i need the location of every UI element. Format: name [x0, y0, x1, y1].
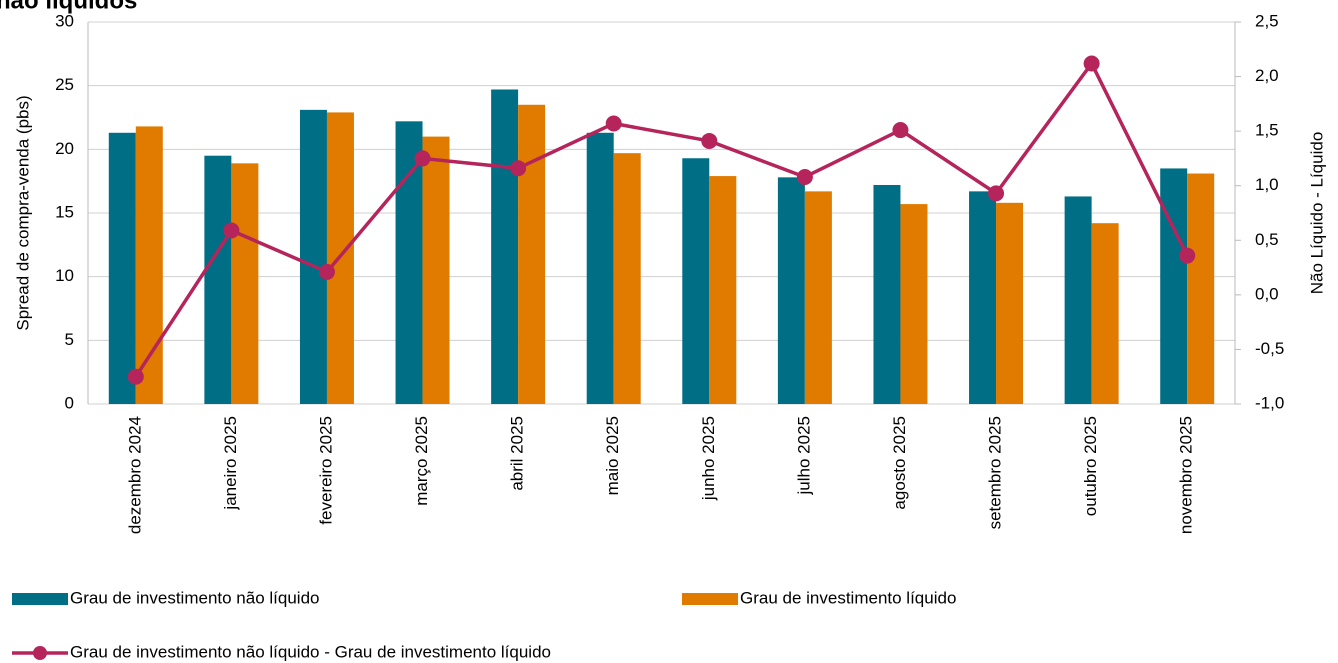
bar: [586, 132, 614, 404]
x-tick-label: agosto 2025: [890, 416, 909, 510]
y2-tick-label: 1,0: [1255, 175, 1279, 194]
legend-label: Grau de investimento não líquido - Grau …: [70, 642, 551, 661]
x-tick-label: abril 2025: [508, 416, 527, 491]
bar: [1064, 196, 1092, 404]
bar: [518, 104, 546, 405]
line-marker: [701, 132, 718, 149]
y-axis-label: Spread de compra-venda (pbs): [13, 95, 32, 330]
bar: [135, 126, 163, 404]
line-marker: [988, 185, 1005, 202]
bar: [969, 191, 997, 404]
y-tick-label: 30: [55, 11, 74, 30]
y-tick-label: 20: [55, 139, 74, 158]
line-marker: [605, 115, 622, 132]
x-tick-label: janeiro 2025: [221, 416, 240, 511]
x-tick-label: setembro 2025: [986, 416, 1005, 529]
bar: [709, 176, 737, 404]
x-tick-label: dezembro 2024: [125, 416, 144, 534]
bar: [1091, 223, 1119, 404]
bar: [422, 136, 450, 404]
line-marker: [1179, 247, 1196, 264]
chart-title: não líquidos: [0, 0, 137, 14]
x-tick-label: fevereiro 2025: [316, 416, 335, 525]
line-marker: [796, 168, 813, 185]
legend-label: Grau de investimento não líquido: [70, 588, 320, 607]
line-marker: [223, 222, 240, 239]
x-tick-label: julho 2025: [794, 416, 813, 495]
bar: [804, 191, 832, 404]
x-tick-label: junho 2025: [699, 416, 718, 501]
bar: [108, 132, 136, 404]
bar: [777, 177, 805, 404]
line-marker: [414, 150, 431, 167]
y2-tick-label: 2,0: [1255, 66, 1279, 85]
x-tick-label: março 2025: [412, 416, 431, 506]
legend-swatch: [682, 593, 738, 605]
bar: [1160, 168, 1188, 404]
line-marker: [510, 160, 527, 177]
y2-tick-label: -1,0: [1255, 393, 1284, 412]
bar: [491, 89, 519, 404]
x-tick-label: maio 2025: [603, 416, 622, 495]
legend-swatch: [12, 593, 68, 605]
bar: [873, 184, 901, 404]
legend-label: Grau de investimento líquido: [740, 588, 956, 607]
line-marker: [892, 122, 909, 139]
y2-tick-label: -0,5: [1255, 339, 1284, 358]
bar: [395, 121, 423, 404]
y-tick-label: 10: [55, 266, 74, 285]
bar: [204, 155, 232, 404]
bar: [900, 204, 928, 404]
y2-tick-label: 0,0: [1255, 284, 1279, 303]
bar: [1187, 173, 1215, 404]
line-marker: [318, 263, 335, 280]
line: [134, 60, 1189, 378]
bar: [299, 109, 327, 405]
x-tick-label: novembro 2025: [1177, 416, 1196, 534]
y2-tick-label: 2,5: [1255, 11, 1279, 30]
bar: [682, 158, 710, 404]
y-tick-label: 0: [65, 393, 74, 412]
bar: [231, 163, 259, 404]
y2-axis-label: Não Líquido - Líquido: [1307, 132, 1326, 295]
y2-tick-label: 1,5: [1255, 121, 1279, 140]
y-tick-label: 15: [55, 202, 74, 221]
bar: [613, 153, 641, 404]
legend-swatch: [33, 646, 47, 660]
x-tick-label: outubro 2025: [1081, 416, 1100, 516]
y-tick-label: 5: [65, 330, 74, 349]
bar: [996, 202, 1024, 404]
line-marker: [1083, 55, 1100, 72]
y-tick-label: 25: [55, 75, 74, 94]
line-marker: [127, 368, 144, 385]
y2-tick-label: 0,5: [1255, 230, 1279, 249]
